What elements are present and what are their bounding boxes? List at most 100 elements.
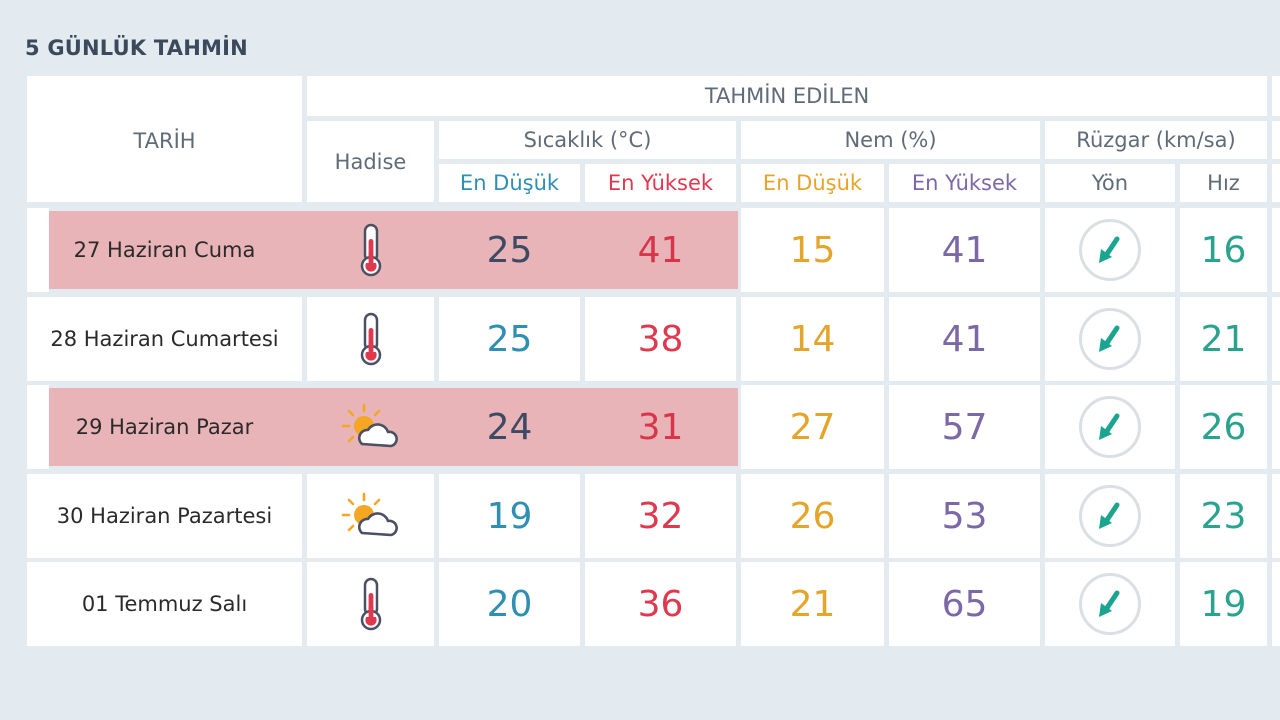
- row-wind-dir-cell: [1045, 385, 1175, 469]
- southwest-arrow-icon: [1093, 322, 1127, 356]
- row-date-cell: 30 Haziran Pazartesi: [27, 474, 302, 558]
- row-hadise-cell: [307, 297, 434, 381]
- partly-cloudy-icon: [340, 402, 402, 452]
- row-wind-speed: 16: [1200, 229, 1247, 271]
- row-hum-max-cell: 41: [889, 297, 1040, 381]
- row-hum-max: 41: [941, 318, 988, 360]
- row-wind-speed-cell: 26: [1180, 385, 1267, 469]
- row-temp-max: 31: [637, 406, 684, 448]
- thermometer-icon: [356, 312, 386, 366]
- row-hadise-cell: [307, 562, 434, 646]
- row-date: 01 Temmuz Salı: [81, 592, 248, 616]
- row-date: 28 Haziran Cumartesi: [50, 327, 279, 351]
- row-hum-min-cell: 26: [741, 474, 884, 558]
- row-temp-min: 25: [486, 229, 533, 271]
- header-sicaklik: Sıcaklık (°C): [439, 121, 736, 159]
- row-wind-dir-cell: [1045, 562, 1175, 646]
- wind-dial: [1079, 308, 1141, 370]
- header-tahmin-label: TAHMİN EDİLEN: [704, 84, 870, 108]
- row-date: 27 Haziran Cuma: [73, 238, 256, 262]
- row-wind-speed: 26: [1200, 406, 1247, 448]
- header-edge-2: [1272, 121, 1280, 159]
- header-wind-dir: Yön: [1045, 164, 1175, 202]
- row-wind-dir-cell: [1045, 474, 1175, 558]
- row-wind-speed-cell: 23: [1180, 474, 1267, 558]
- row-hum-min: 26: [789, 495, 836, 537]
- row-temp-max-cell: 32: [585, 474, 736, 558]
- row-wind-speed-cell: 16: [1180, 208, 1267, 292]
- wind-dial: [1079, 396, 1141, 458]
- row-temp-min-cell: 20: [439, 562, 580, 646]
- row-wind-speed-cell: 21: [1180, 297, 1267, 381]
- thermometer-icon: [356, 223, 386, 277]
- row-hum-min: 21: [789, 583, 836, 625]
- row-temp-max-cell: 41: [585, 208, 736, 292]
- header-nem-label: Nem (%): [844, 128, 937, 152]
- header-wind-speed: Hız: [1180, 164, 1267, 202]
- header-hum-max-label: En Yüksek: [911, 171, 1018, 195]
- row-temp-max: 32: [637, 495, 684, 537]
- row-hum-min: 15: [789, 229, 836, 271]
- row-temp-min-cell: 25: [439, 208, 580, 292]
- row-hum-max: 57: [941, 406, 988, 448]
- header-edge-3: [1272, 164, 1280, 202]
- header-ruzgar-label: Rüzgar (km/sa): [1076, 128, 1236, 152]
- row-hum-max: 41: [941, 229, 988, 271]
- row-temp-min: 24: [486, 406, 533, 448]
- row-hadise-cell: [307, 474, 434, 558]
- southwest-arrow-icon: [1093, 233, 1127, 267]
- thermometer-icon: [356, 577, 386, 631]
- row-hum-max-cell: 41: [889, 208, 1040, 292]
- row-hum-min-cell: 15: [741, 208, 884, 292]
- row-wind-speed: 23: [1200, 495, 1247, 537]
- row-hum-max: 53: [941, 495, 988, 537]
- partly-cloudy-icon: [340, 491, 402, 541]
- row-temp-min-cell: 19: [439, 474, 580, 558]
- row-wind-speed-cell: 19: [1180, 562, 1267, 646]
- wind-dial: [1079, 573, 1141, 635]
- row-temp-min-cell: 24: [439, 385, 580, 469]
- southwest-arrow-icon: [1093, 587, 1127, 621]
- row-date-cell: 27 Haziran Cuma: [27, 208, 302, 292]
- row-hadise-cell: [307, 385, 434, 469]
- row-temp-min: 20: [486, 583, 533, 625]
- row-temp-max: 38: [637, 318, 684, 360]
- row-temp-min: 25: [486, 318, 533, 360]
- header-temp-max: En Yüksek: [585, 164, 736, 202]
- header-hadise: Hadise: [307, 121, 434, 202]
- row-hum-min: 14: [789, 318, 836, 360]
- header-tahmin-edilen: TAHMİN EDİLEN: [307, 76, 1267, 116]
- row-temp-min: 19: [486, 495, 533, 537]
- row-wind-speed: 19: [1200, 583, 1247, 625]
- row-temp-max-cell: 36: [585, 562, 736, 646]
- row-hadise-cell: [307, 208, 434, 292]
- row-wind-dir-cell: [1045, 208, 1175, 292]
- row-temp-max: 41: [637, 229, 684, 271]
- wind-dial: [1079, 219, 1141, 281]
- row-hum-max-cell: 53: [889, 474, 1040, 558]
- header-wind-dir-label: Yön: [1091, 171, 1129, 195]
- row-temp-max-cell: 31: [585, 385, 736, 469]
- row-date: 29 Haziran Pazar: [75, 415, 254, 439]
- header-temp-min: En Düşük: [439, 164, 580, 202]
- header-temp-min-label: En Düşük: [459, 171, 560, 195]
- header-wind-speed-label: Hız: [1207, 171, 1240, 195]
- header-tarih-label: TARİH: [133, 129, 196, 153]
- row-edge-cell: [1272, 208, 1280, 292]
- row-temp-min-cell: 25: [439, 297, 580, 381]
- row-hum-min-cell: 14: [741, 297, 884, 381]
- row-wind-dir-cell: [1045, 297, 1175, 381]
- row-temp-max-cell: 38: [585, 297, 736, 381]
- row-date-cell: 01 Temmuz Salı: [27, 562, 302, 646]
- southwest-arrow-icon: [1093, 410, 1127, 444]
- header-hum-min-label: En Düşük: [762, 171, 863, 195]
- southwest-arrow-icon: [1093, 499, 1127, 533]
- row-edge-cell: [1272, 562, 1280, 646]
- header-nem: Nem (%): [741, 121, 1040, 159]
- row-hum-min-cell: 27: [741, 385, 884, 469]
- row-edge-cell: [1272, 297, 1280, 381]
- row-edge-cell: [1272, 385, 1280, 469]
- header-hum-max: En Yüksek: [889, 164, 1040, 202]
- row-edge-cell: [1272, 474, 1280, 558]
- row-date: 30 Haziran Pazartesi: [56, 504, 273, 528]
